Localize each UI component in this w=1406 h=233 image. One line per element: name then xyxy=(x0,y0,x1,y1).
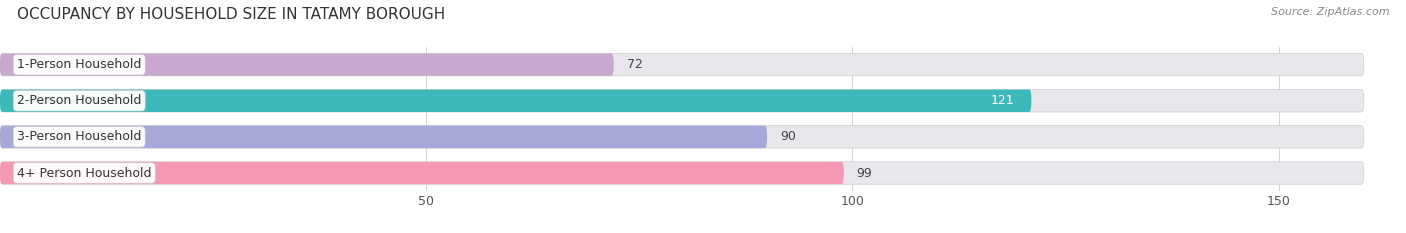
Text: 121: 121 xyxy=(991,94,1014,107)
Text: 3-Person Household: 3-Person Household xyxy=(17,130,142,143)
Text: 72: 72 xyxy=(627,58,643,71)
Text: 2-Person Household: 2-Person Household xyxy=(17,94,142,107)
FancyBboxPatch shape xyxy=(0,53,614,76)
FancyBboxPatch shape xyxy=(0,89,1032,112)
FancyBboxPatch shape xyxy=(0,162,1364,184)
FancyBboxPatch shape xyxy=(0,53,1364,76)
Text: 90: 90 xyxy=(780,130,796,143)
Text: OCCUPANCY BY HOUSEHOLD SIZE IN TATAMY BOROUGH: OCCUPANCY BY HOUSEHOLD SIZE IN TATAMY BO… xyxy=(17,7,446,22)
Text: 1-Person Household: 1-Person Household xyxy=(17,58,142,71)
FancyBboxPatch shape xyxy=(0,162,844,184)
Text: 4+ Person Household: 4+ Person Household xyxy=(17,167,152,179)
FancyBboxPatch shape xyxy=(0,89,1364,112)
Text: 99: 99 xyxy=(856,167,872,179)
FancyBboxPatch shape xyxy=(0,126,1364,148)
Text: Source: ZipAtlas.com: Source: ZipAtlas.com xyxy=(1271,7,1389,17)
FancyBboxPatch shape xyxy=(0,126,768,148)
